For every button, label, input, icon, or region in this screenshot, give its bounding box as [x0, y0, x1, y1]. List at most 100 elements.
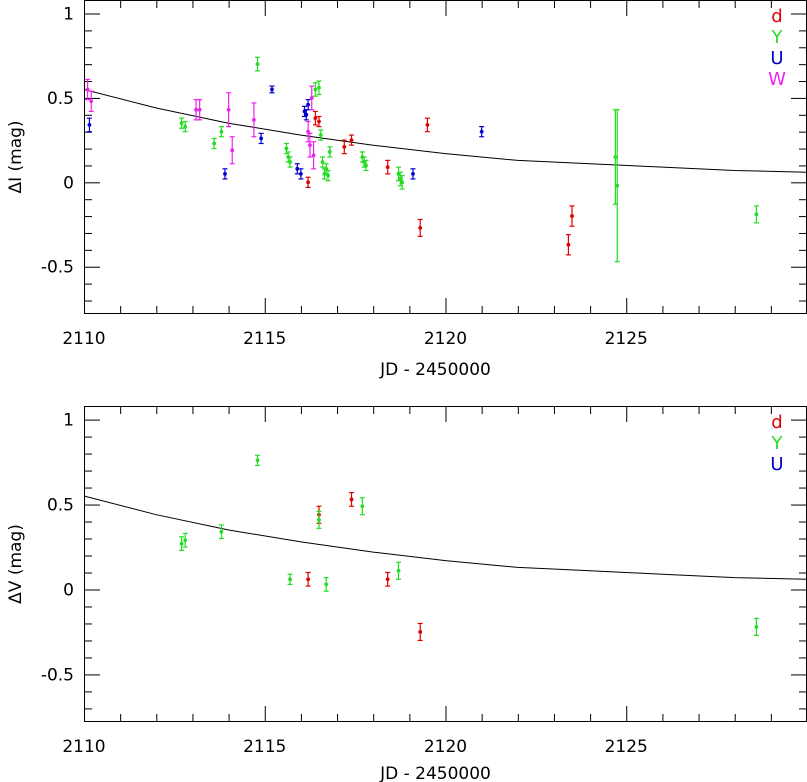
data-marker	[313, 87, 318, 92]
legend-entry-W: W	[768, 69, 786, 90]
data-marker	[342, 144, 347, 149]
data-point-Y	[287, 156, 293, 168]
data-point-d	[341, 139, 347, 155]
data-marker	[327, 150, 332, 154]
data-point-d	[305, 176, 311, 188]
x-tick-label: 2125	[605, 737, 648, 757]
data-point-Y	[320, 156, 326, 168]
data-point-d	[312, 110, 318, 126]
x-tick-label: 2110	[62, 737, 105, 757]
data-point-Y	[614, 109, 620, 263]
data-point-d	[349, 492, 355, 507]
data-marker	[87, 123, 92, 127]
data-marker	[306, 102, 311, 107]
data-marker	[230, 148, 235, 153]
data-point-d	[305, 571, 311, 587]
plot-frame-bottom	[84, 406, 807, 722]
legend-entry-d: d	[771, 412, 782, 433]
data-marker	[270, 87, 274, 92]
data-point-Y	[179, 117, 185, 129]
data-point-Y	[316, 80, 322, 96]
data-marker	[385, 577, 390, 582]
y-tick-label: 0.5	[47, 496, 74, 516]
data-marker	[252, 117, 256, 122]
data-marker	[566, 242, 571, 247]
data-marker	[306, 129, 311, 134]
y-tick-labels-top: -0.5 0 0.5 1	[41, 5, 74, 278]
data-point-Y	[287, 573, 293, 585]
data-marker	[411, 171, 415, 176]
data-point-d	[417, 622, 423, 642]
x-axis-title-top: JD - 2450000	[379, 360, 491, 380]
data-point-Y	[327, 146, 333, 158]
data-marker	[194, 107, 198, 112]
data-point-W	[251, 102, 257, 138]
data-marker	[479, 129, 484, 134]
y-tick-label: 0.5	[47, 89, 74, 109]
data-point-U	[305, 99, 311, 111]
data-point-d	[424, 117, 430, 133]
data-marker	[183, 538, 188, 543]
data-point-d	[565, 234, 571, 256]
tick-marks-bottom	[84, 406, 807, 722]
legend-entry-U: U	[770, 454, 783, 475]
data-marker	[259, 136, 264, 141]
data-marker	[179, 121, 184, 126]
data-marker	[299, 171, 303, 176]
data-marker	[255, 458, 260, 463]
y-tick-label: 0	[63, 173, 74, 193]
data-marker	[418, 630, 423, 634]
data-marker	[183, 124, 188, 129]
legend-entry-U: U	[770, 48, 783, 69]
y-tick-label: -0.5	[41, 258, 74, 278]
y-axis-title-top: ΔI (mag)	[6, 120, 26, 193]
x-axis-title-bottom: JD - 2450000	[379, 764, 491, 782]
legend-entry-Y: Y	[771, 27, 784, 48]
data-point-U	[269, 85, 275, 94]
data-marker	[754, 212, 759, 217]
data-point-Y	[255, 56, 261, 72]
data-point-U	[298, 168, 304, 180]
plot-frame-top	[84, 0, 807, 314]
y-tick-labels-bottom: -0.5 0 0.5 1	[41, 411, 74, 686]
data-marker	[396, 171, 401, 176]
fit-curve-top	[83, 89, 807, 173]
data-point-W	[197, 99, 203, 121]
data-marker	[754, 624, 759, 629]
data-point-U	[258, 132, 264, 145]
data-point-W	[307, 132, 313, 158]
data-point-U	[410, 168, 416, 180]
data-point-Y	[363, 159, 369, 172]
data-points-top	[85, 56, 759, 263]
data-marker	[309, 96, 314, 100]
data-point-d	[569, 205, 575, 227]
data-marker	[304, 112, 309, 117]
x-tick-label: 2115	[243, 329, 286, 349]
data-marker	[615, 183, 620, 188]
data-point-W	[85, 78, 91, 101]
data-marker	[317, 85, 321, 90]
data-point-Y	[396, 561, 402, 580]
data-point-U	[86, 117, 92, 133]
data-marker	[306, 180, 311, 185]
data-point-Y	[753, 205, 759, 224]
data-point-Y	[359, 497, 365, 516]
data-marker	[223, 171, 227, 176]
data-marker	[425, 123, 430, 127]
x-tick-label: 2125	[605, 329, 648, 349]
data-point-Y	[361, 156, 367, 168]
data-marker	[197, 107, 202, 112]
data-point-Y	[218, 524, 224, 540]
data-point-Y	[218, 126, 224, 138]
data-point-U	[294, 163, 300, 175]
data-marker	[226, 107, 231, 112]
y-axis-title-bottom: ΔV (mag)	[6, 524, 26, 604]
x-tick-label: 2115	[243, 737, 286, 757]
data-marker	[613, 155, 618, 159]
data-point-Y	[312, 82, 318, 97]
data-point-Y	[182, 120, 188, 133]
data-marker	[349, 497, 354, 502]
